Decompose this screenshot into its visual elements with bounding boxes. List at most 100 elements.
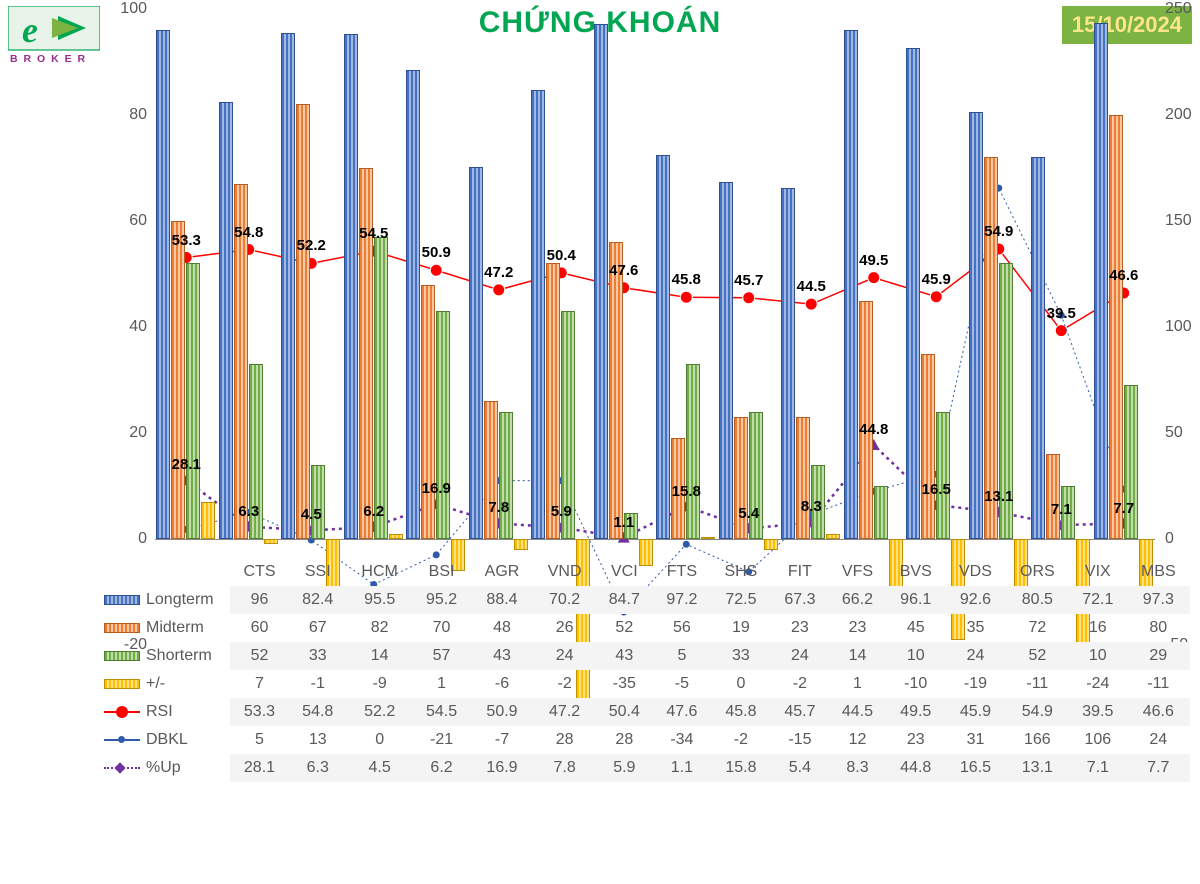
- cell-pctup: 6.3: [289, 754, 347, 782]
- cell-rsi: 50.4: [596, 698, 654, 726]
- ticker-header: FIT: [771, 558, 829, 586]
- legend-pctup: %Up: [100, 754, 230, 782]
- cell-dbkl: 23: [886, 726, 945, 754]
- bar-longterm: [156, 30, 170, 539]
- cell-midterm: 19: [711, 614, 771, 642]
- bar-longterm: [906, 48, 920, 539]
- legend-shorterm: Shorterm: [100, 642, 230, 670]
- bar-plusminus: [264, 539, 278, 544]
- pctup-value-label: 7.8: [488, 499, 509, 516]
- bar-plusminus: [514, 539, 528, 550]
- bar-longterm: [1094, 23, 1108, 539]
- cell-longterm: 97.2: [653, 586, 711, 614]
- bar-longterm: [406, 70, 420, 539]
- y-right-tick: 200: [1165, 106, 1200, 124]
- cell-longterm: 66.2: [829, 586, 887, 614]
- cell-rsi: 47.2: [534, 698, 596, 726]
- bar-plusminus: [701, 537, 715, 539]
- cell-longterm: 67.3: [771, 586, 829, 614]
- pctup-value-label: 44.8: [859, 421, 888, 438]
- rsi-value-label: 47.6: [609, 262, 638, 279]
- cell-plusminus: -6: [470, 670, 533, 698]
- cell-pctup: 1.1: [653, 754, 711, 782]
- bar-longterm: [219, 102, 233, 539]
- cell-plusminus: -10: [886, 670, 945, 698]
- bar-longterm: [781, 188, 795, 539]
- chart-plot: -20020406080100-5005010015020025053.354.…: [155, 10, 1155, 540]
- cell-longterm: 84.7: [596, 586, 654, 614]
- ticker-header: BVS: [886, 558, 945, 586]
- cell-midterm: 26: [534, 614, 596, 642]
- pctup-value-label: 5.9: [551, 503, 572, 520]
- ticker-header: VIX: [1069, 558, 1127, 586]
- cell-midterm: 67: [289, 614, 347, 642]
- bar-midterm: [859, 301, 873, 540]
- bar-midterm: [921, 354, 935, 540]
- y-left-tick: 40: [107, 318, 147, 336]
- cell-rsi: 47.6: [653, 698, 711, 726]
- rsi-value-label: 46.6: [1109, 267, 1138, 284]
- bar-midterm: [171, 221, 185, 539]
- rsi-value-label: 50.9: [422, 244, 451, 261]
- cell-dbkl: 166: [1006, 726, 1069, 754]
- pctup-value-label: 1.1: [613, 514, 634, 531]
- cell-pctup: 15.8: [711, 754, 771, 782]
- ticker-header: BSI: [413, 558, 471, 586]
- bar-longterm: [531, 90, 545, 539]
- bar-midterm: [546, 263, 560, 539]
- cell-pctup: 13.1: [1006, 754, 1069, 782]
- bar-longterm: [281, 33, 295, 539]
- bar-midterm: [796, 417, 810, 539]
- y-left-tick: 20: [107, 424, 147, 442]
- cell-midterm: 23: [829, 614, 887, 642]
- cell-longterm: 70.2: [534, 586, 596, 614]
- cell-shorterm: 24: [534, 642, 596, 670]
- ticker-header: MBS: [1127, 558, 1190, 586]
- ticker-header: HCM: [347, 558, 413, 586]
- bar-longterm: [344, 34, 358, 539]
- cell-rsi: 44.5: [829, 698, 887, 726]
- cell-plusminus: -11: [1006, 670, 1069, 698]
- bar-plusminus: [826, 534, 840, 539]
- cell-shorterm: 29: [1127, 642, 1190, 670]
- cell-shorterm: 43: [470, 642, 533, 670]
- ticker-header: VCI: [596, 558, 654, 586]
- cell-longterm: 97.3: [1127, 586, 1190, 614]
- y-left-tick: 80: [107, 106, 147, 124]
- pctup-value-label: 5.4: [738, 505, 759, 522]
- cell-pctup: 28.1: [230, 754, 289, 782]
- cell-shorterm: 5: [653, 642, 711, 670]
- rsi-value-label: 39.5: [1047, 305, 1076, 322]
- rsi-value-label: 44.5: [797, 278, 826, 295]
- bar-longterm: [719, 182, 733, 539]
- bar-longterm: [656, 155, 670, 539]
- bar-midterm: [609, 242, 623, 539]
- pctup-value-label: 16.9: [422, 480, 451, 497]
- rsi-value-label: 45.7: [734, 272, 763, 289]
- bar-longterm: [1031, 157, 1045, 539]
- cell-pctup: 44.8: [886, 754, 945, 782]
- pctup-value-label: 28.1: [172, 456, 201, 473]
- cell-rsi: 45.8: [711, 698, 771, 726]
- bar-shorterm: [936, 412, 950, 539]
- cell-pctup: 7.1: [1069, 754, 1127, 782]
- cell-dbkl: 0: [347, 726, 413, 754]
- cell-dbkl: -2: [711, 726, 771, 754]
- cell-rsi: 45.7: [771, 698, 829, 726]
- cell-plusminus: -35: [596, 670, 654, 698]
- bar-longterm: [969, 112, 983, 539]
- cell-midterm: 72: [1006, 614, 1069, 642]
- bar-midterm: [984, 157, 998, 539]
- cell-shorterm: 14: [829, 642, 887, 670]
- cell-longterm: 72.5: [711, 586, 771, 614]
- ticker-header: VND: [534, 558, 596, 586]
- cell-plusminus: -19: [945, 670, 1005, 698]
- legend-midterm: Midterm: [100, 614, 230, 642]
- ticker-header: VFS: [829, 558, 887, 586]
- cell-rsi: 45.9: [945, 698, 1005, 726]
- bar-shorterm: [499, 412, 513, 539]
- cell-plusminus: -2: [534, 670, 596, 698]
- cell-plusminus: -2: [771, 670, 829, 698]
- ticker-header: SHS: [711, 558, 771, 586]
- cell-shorterm: 43: [596, 642, 654, 670]
